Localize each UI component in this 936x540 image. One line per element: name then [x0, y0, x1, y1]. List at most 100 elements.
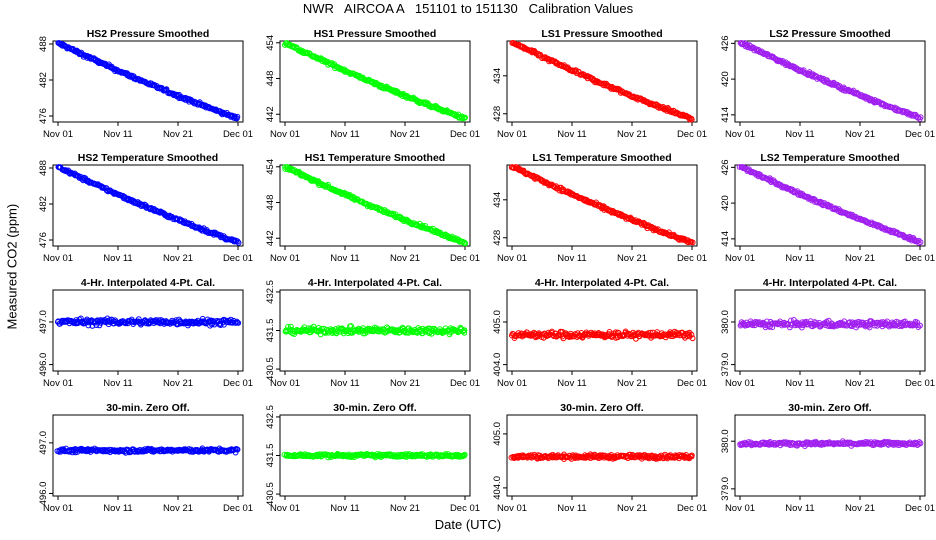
panel-7: LS1 Temperature Smoothed 428 434 Nov 01 Nov …: [492, 152, 707, 264]
data-point: [609, 333, 616, 340]
data-series: [737, 40, 924, 122]
data-point: [287, 323, 294, 330]
y-tick-label: 420: [720, 71, 731, 87]
x-tick-label: Nov 01: [43, 129, 73, 140]
data-series: [737, 438, 924, 450]
y-tick-label: 442: [265, 106, 276, 122]
y-tick-label: 426: [720, 35, 731, 51]
x-tick-label: Nov 01: [270, 253, 300, 264]
data-point: [917, 239, 924, 246]
y-tick-label: 431.5: [265, 319, 276, 343]
x-tick-label: Nov 21: [617, 129, 647, 140]
data-point: [460, 328, 466, 335]
x-tick-label: Nov 11: [785, 378, 814, 389]
y-tick-label: 454: [265, 35, 276, 51]
x-tick-label: Nov 11: [103, 503, 132, 514]
x-tick-label: Nov 01: [43, 503, 73, 514]
data-point: [462, 240, 469, 247]
plot-frame: [506, 164, 698, 247]
y-tick-label: 405.0: [492, 310, 503, 334]
y-tick-label: 488: [38, 160, 49, 176]
x-tick-label: Nov 21: [845, 378, 875, 389]
data-point: [736, 164, 743, 170]
y-tick-label: 379.0: [720, 477, 731, 501]
data-point: [688, 115, 695, 122]
panel-title: 30-min. Zero Off.: [788, 402, 872, 414]
y-tick-label: 428: [492, 106, 503, 122]
y-tick-label: 496.0: [38, 353, 49, 377]
y-tick-label: 448: [265, 195, 276, 211]
x-tick-label: Dec 01: [677, 378, 707, 389]
data-series: [55, 164, 242, 246]
x-tick-label: Dec 01: [677, 129, 707, 140]
y-tick-label: 428: [492, 230, 503, 246]
plot-frame: [734, 164, 926, 247]
y-tick-label: 430.5: [265, 482, 276, 506]
x-tick-label: Nov 21: [163, 129, 193, 140]
data-point: [235, 320, 242, 326]
data-point: [234, 446, 241, 453]
x-tick-label: Nov 11: [103, 378, 132, 389]
panel-16: 30-min. Zero Off. 379.0 380.0 Nov 01 Nov 11 N…: [720, 402, 935, 514]
y-tick-label: 482: [38, 72, 49, 88]
x-tick-label: Nov 11: [330, 503, 359, 514]
x-tick-label: Nov 11: [557, 253, 586, 264]
x-tick-label: Nov 21: [617, 253, 647, 264]
data-point: [686, 333, 693, 340]
plot-frame: [52, 40, 244, 123]
data-point: [766, 177, 773, 184]
data-point: [461, 327, 468, 334]
y-tick-label: 476: [38, 232, 49, 248]
panel-11: 4-Hr. Interpolated 4-Pt. Cal. 404.0 405.0 N…: [492, 277, 707, 389]
data-point: [449, 453, 456, 460]
x-tick-label: Dec 01: [223, 378, 253, 389]
plot-frame: [734, 40, 926, 123]
panel-8: LS2 Temperature Smoothed 414 420 426 Nov 01 N…: [720, 152, 935, 264]
panel-4: LS2 Pressure Smoothed 414 420 426 Nov 01 Nov …: [720, 28, 935, 140]
data-series: [282, 323, 468, 338]
panel-title: HS1 Temperature Smoothed: [305, 152, 445, 164]
panel-title: HS1 Pressure Smoothed: [314, 28, 437, 40]
panel-15: 30-min. Zero Off. 404.0 405.0 Nov 01 Nov 11 N…: [492, 402, 707, 514]
panel-title: LS1 Temperature Smoothed: [532, 152, 671, 164]
panel-title: 4-Hr. Interpolated 4-Pt. Cal.: [81, 277, 215, 289]
x-tick-label: Nov 21: [617, 503, 647, 514]
x-tick-label: Nov 11: [785, 503, 814, 514]
x-tick-label: Nov 01: [497, 129, 527, 140]
x-tick-label: Nov 01: [725, 378, 755, 389]
data-point: [462, 114, 469, 121]
x-tick-label: Nov 11: [103, 253, 132, 264]
data-series: [508, 164, 696, 246]
y-tick-label: 434: [492, 68, 503, 84]
y-tick-label: 496.0: [38, 482, 49, 506]
data-point: [688, 331, 695, 338]
data-point: [688, 453, 695, 460]
x-tick-label: Nov 11: [557, 378, 586, 389]
data-point: [689, 239, 696, 246]
data-point: [431, 325, 438, 332]
panel-title: 4-Hr. Interpolated 4-Pt. Cal.: [308, 277, 442, 289]
x-tick-label: Nov 21: [390, 129, 420, 140]
y-tick-label: 434: [492, 192, 503, 208]
chart-title: NWR AIRCOA A 151101 to 151130 Calibratio…: [302, 1, 634, 16]
x-tick-label: Dec 01: [450, 129, 480, 140]
plot-frame: [734, 414, 926, 497]
x-tick-label: Nov 01: [43, 253, 73, 264]
x-tick-label: Nov 21: [845, 503, 875, 514]
y-tick-label: 497.0: [38, 310, 49, 334]
y-tick-label: 405.0: [492, 422, 503, 446]
data-point: [788, 321, 795, 328]
x-tick-label: Dec 01: [223, 503, 253, 514]
data-point: [347, 71, 354, 77]
x-tick-label: Dec 01: [677, 503, 707, 514]
data-point: [100, 184, 106, 191]
data-point: [461, 329, 468, 336]
data-point: [917, 114, 924, 121]
y-tick-label: 404.0: [492, 353, 503, 377]
x-tick-label: Nov 21: [390, 503, 420, 514]
data-series: [509, 40, 695, 123]
panel-6: HS1 Temperature Smoothed 442 448 454 Nov 01 N…: [265, 152, 480, 264]
panel-title: 4-Hr. Interpolated 4-Pt. Cal.: [535, 277, 669, 289]
x-tick-label: Dec 01: [450, 378, 480, 389]
y-tick-label: 497.0: [38, 431, 49, 455]
